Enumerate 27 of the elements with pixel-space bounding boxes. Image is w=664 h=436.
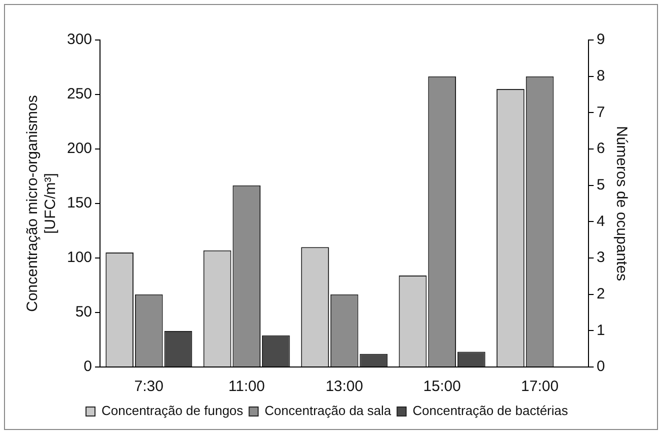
y-tick-label: 200	[66, 140, 92, 158]
y-tick-label: 100	[66, 249, 92, 266]
x-tick-label: 11:00	[228, 378, 265, 396]
legend-label: Concentração de fungos	[102, 403, 244, 418]
legend-label: Concentração de bactérias	[412, 403, 568, 418]
y2-axis-title: Números de ocupantes	[612, 126, 630, 282]
y2-tick-label: 9	[596, 31, 605, 48]
x-tick-label: 7:30	[134, 378, 164, 396]
y2-tick-label: 8	[596, 67, 605, 84]
y2-tick-label: 6	[596, 140, 605, 158]
y2-tick-label: 3	[596, 249, 605, 266]
y2-tick-label: 7	[596, 104, 605, 121]
y-tick-label: 0	[84, 358, 92, 376]
legend-label: Concentração da sala	[264, 403, 392, 418]
y2-tick-label: 2	[596, 285, 605, 302]
x-tick-label: 15:00	[423, 378, 461, 396]
y2-tick-label: 5	[596, 176, 605, 194]
y-tick-label: 250	[66, 86, 92, 103]
y-tick-label: 150	[66, 194, 92, 212]
y-axis-title: Concentração micro-organismos [UFC/m³]	[24, 95, 60, 312]
y2-tick-label: 0	[596, 358, 605, 376]
y2-tick-label: 4	[596, 212, 605, 230]
x-tick-label: 13:00	[326, 378, 364, 396]
y-tick-label: 300	[66, 31, 92, 48]
y-tick-label: 50	[75, 304, 92, 321]
x-tick-label: 17:00	[521, 378, 559, 396]
y2-tick-label: 1	[596, 322, 605, 339]
